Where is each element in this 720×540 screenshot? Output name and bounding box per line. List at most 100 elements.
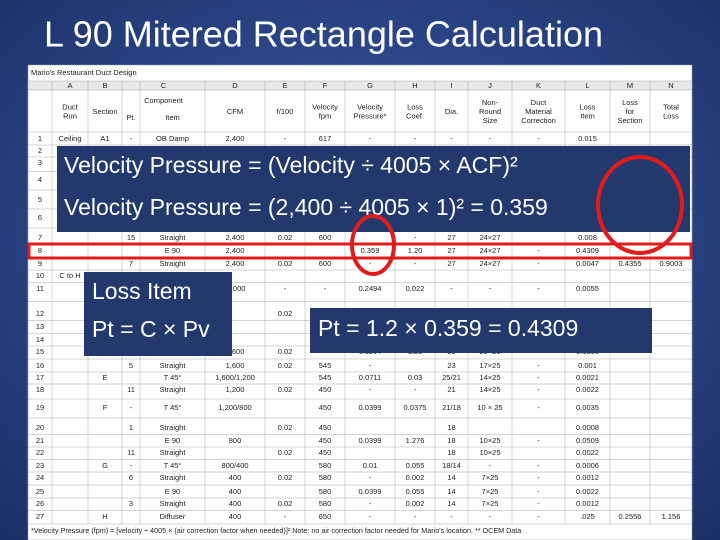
column-header: Run [63, 111, 77, 120]
cell-text: - [450, 512, 453, 521]
column-letter: L [585, 81, 589, 90]
cell-text: H [102, 512, 107, 521]
column-header: Pressure* [354, 111, 387, 120]
cell-text: 0.03 [408, 373, 423, 382]
cell-text: - [369, 259, 372, 268]
cell-text: - [537, 487, 540, 496]
cell-text: 18 [447, 423, 455, 432]
cell-text: 27 [447, 233, 455, 242]
column-letter: B [102, 81, 107, 90]
cell-text: - [537, 385, 540, 394]
cell-text: 7×25 [482, 487, 499, 496]
cell-text: 1.20 [408, 246, 423, 255]
cell-text: 15 [127, 233, 135, 242]
cell-text: E [102, 373, 107, 382]
cell-text: 0.0047 [576, 259, 599, 268]
row-number: 26 [36, 499, 44, 508]
cell-text: - [450, 134, 453, 143]
cell-text: E 90 [165, 246, 180, 255]
cell-text: - [537, 284, 540, 293]
column-header: Section [617, 116, 642, 125]
cell-text: Straight [160, 499, 187, 508]
cell-text: 0.0375 [404, 403, 427, 412]
cell-text: 6 [129, 473, 133, 482]
cell-text: Straight [160, 385, 187, 394]
column-header: Item [580, 111, 595, 120]
cell-text: 17×25 [479, 361, 500, 370]
cell-text: 2,400 [226, 134, 245, 143]
cell-text: 0.0021 [576, 373, 599, 382]
cell-text: 0.0399 [359, 436, 382, 445]
row-number: 10 [36, 271, 44, 280]
cell-text: 18 [447, 436, 455, 445]
cell-text: - [369, 361, 372, 370]
cell-text: - [414, 512, 417, 521]
cell-text: Ceiling [59, 134, 82, 143]
cell-text: 7×25 [482, 499, 499, 508]
cell-text: - [369, 473, 372, 482]
column-header: Velocity [357, 102, 383, 111]
column-header: Velocity [312, 102, 338, 111]
cell-text: - [489, 461, 492, 470]
cell-text: 0.002 [406, 499, 425, 508]
row-number: 25 [36, 487, 44, 496]
cell-text: - [537, 499, 540, 508]
cell-text: 0.002 [406, 473, 425, 482]
cell-text: 0.055 [406, 461, 425, 470]
cell-text: Straight [160, 361, 187, 370]
cell-text: E 90 [165, 436, 180, 445]
cell-text: 0.0399 [359, 403, 382, 412]
column-header: for [626, 107, 635, 116]
cell-text: - [130, 461, 133, 470]
cell-text: 10×25 [479, 436, 500, 445]
column-header: Non- [482, 98, 499, 107]
letter-row [28, 81, 692, 90]
column-header: Correction [521, 116, 556, 125]
cell-text: 1,200/800 [218, 403, 251, 412]
cell-text: 400 [229, 473, 242, 482]
row-number: 19 [36, 403, 44, 412]
cell-text: Diffuser [160, 512, 186, 521]
cell-text: 21/18 [442, 403, 461, 412]
column-letter: N [668, 81, 673, 90]
row-number: 23 [36, 461, 44, 470]
cell-text: T 45° [164, 373, 182, 382]
cell-text: 0.0012 [576, 473, 599, 482]
column-header: Loss [580, 102, 596, 111]
cell-text: 0.02 [278, 448, 293, 457]
cell-text: 7×25 [482, 473, 499, 482]
sheet-title: Mario's Restaurant Duct Design [31, 68, 137, 77]
column-header: Total [663, 102, 679, 111]
column-letter: I [450, 81, 452, 90]
cell-text: 0.0711 [359, 373, 381, 382]
cell-text: 450 [319, 403, 332, 412]
column-header: f/100 [277, 107, 294, 116]
cell-text: 1,600 [226, 361, 245, 370]
cell-text: A1 [100, 134, 109, 143]
cell-text: - [537, 436, 540, 445]
cell-text: - [414, 134, 417, 143]
cell-text: G [102, 461, 108, 470]
cell-text: 24×27 [479, 246, 500, 255]
cell-text: 14×25 [479, 373, 500, 382]
cell-text: - [130, 134, 133, 143]
cell-text: 2,400 [226, 233, 245, 242]
cell-text: 650 [319, 512, 332, 521]
column-letter: J [488, 81, 492, 90]
cell-text: - [324, 284, 327, 293]
cell-text: 0.001 [578, 361, 597, 370]
cell-text: 2,400 [226, 246, 245, 255]
cell-text: 800/400 [221, 461, 248, 470]
cell-text: .025 [580, 512, 595, 521]
row-number: 16 [36, 361, 44, 370]
cell-text: - [537, 512, 540, 521]
cell-text: 0.4309 [576, 246, 599, 255]
cell-text: 400 [229, 499, 242, 508]
cell-text: 0.0035 [576, 403, 599, 412]
column-header: Item [165, 113, 180, 122]
cell-text: 600 [319, 259, 332, 268]
callout-text: Pt = C × Pv [92, 316, 210, 342]
cell-text: - [414, 385, 417, 394]
row-number: 13 [36, 322, 44, 331]
